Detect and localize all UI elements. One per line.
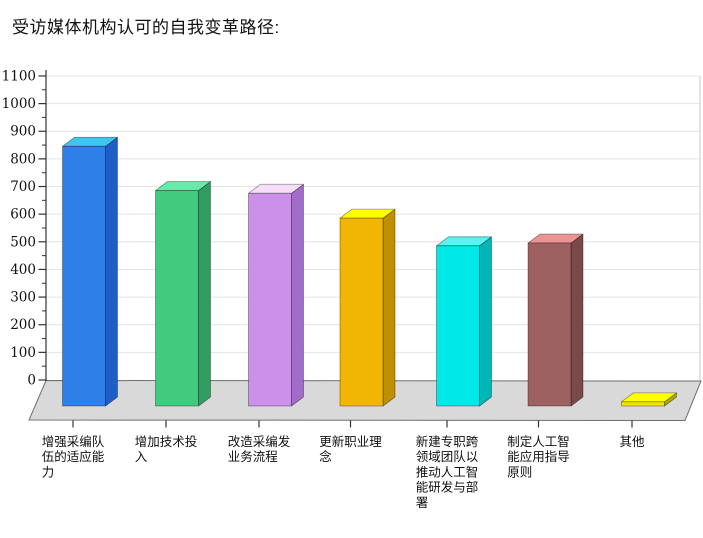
bars bbox=[62, 136, 677, 407]
y-axis: 0 100 200 300 400 500 600 700 800 900 1000 1100 bbox=[2, 68, 47, 389]
bar-front-face bbox=[339, 217, 384, 407]
bar-side-face bbox=[198, 181, 211, 407]
y-axis-label-600: 600 bbox=[10, 207, 36, 223]
bar-side-face bbox=[570, 233, 584, 407]
x-axis-label-5: 制定人工智能应用指导原则 bbox=[507, 434, 570, 479]
bar-4-cyan bbox=[436, 236, 492, 407]
bar-3-amber bbox=[339, 208, 396, 407]
bar-front-face bbox=[62, 145, 106, 407]
bar-side-face bbox=[105, 136, 118, 407]
y-axis-label-700: 700 bbox=[10, 179, 36, 195]
y-axis-label-800: 800 bbox=[10, 151, 36, 167]
y-axis-label-200: 200 bbox=[10, 317, 36, 333]
bar-front-face bbox=[248, 192, 292, 407]
x-axis-label-3: 更新职业理念 bbox=[319, 434, 382, 464]
bar-1-green bbox=[155, 181, 211, 407]
y-axis-label-0: 0 bbox=[27, 373, 36, 389]
bar-6-yellow bbox=[621, 392, 677, 407]
bar-side-face bbox=[479, 236, 492, 407]
bar-side-face bbox=[291, 183, 304, 407]
bar-2-violet bbox=[248, 183, 304, 407]
x-axis-label-2: 改造采编发业务流程 bbox=[228, 434, 291, 464]
y-axis-label-300: 300 bbox=[10, 290, 36, 306]
y-axis-label-1100: 1100 bbox=[2, 68, 36, 84]
y-axis-label-500: 500 bbox=[10, 234, 36, 250]
y-axis-label-100: 100 bbox=[10, 345, 36, 361]
bar-5-brown bbox=[527, 233, 584, 407]
y-axis-label-1000: 1000 bbox=[2, 96, 36, 112]
chart-title: 受访媒体机构认可的自我变革路径: bbox=[12, 18, 280, 37]
y-axis-label-400: 400 bbox=[10, 262, 36, 278]
x-axis-label-1: 增加技术投入 bbox=[135, 434, 198, 464]
x-axis-label-4: 新建专职跨领域团队以推动人工智能研发与部署 bbox=[416, 434, 479, 510]
y-axis-label-900: 900 bbox=[10, 124, 36, 140]
bar-front-face bbox=[155, 190, 199, 407]
x-axis-label-6: 其他 bbox=[620, 435, 646, 449]
x-axis-label-0: 增强采编队伍的适应能力 bbox=[42, 434, 105, 479]
bar-side-face bbox=[382, 208, 396, 407]
bar-front-face bbox=[436, 245, 480, 407]
bar-front-face bbox=[621, 401, 665, 407]
bar-0-blue bbox=[62, 136, 118, 407]
bar-front-face bbox=[527, 242, 572, 407]
